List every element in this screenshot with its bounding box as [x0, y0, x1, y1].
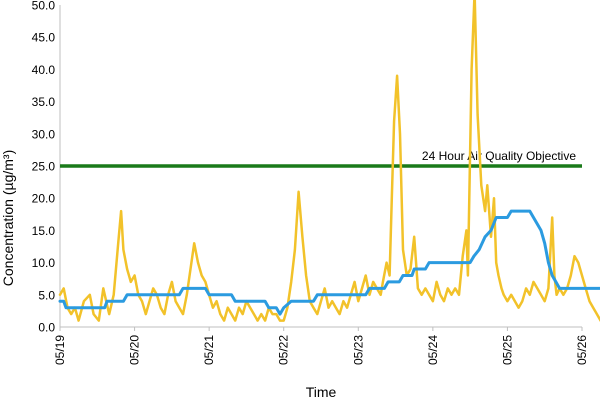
y-axis-title: Concentration (µg/m³): [0, 150, 16, 286]
y-tick-label: 20.0: [32, 192, 56, 206]
x-axis-title: Time: [306, 384, 337, 400]
y-tick-label: 45.0: [32, 31, 56, 45]
series-line-rolling-average: [58, 209, 600, 316]
series-group: [58, 0, 600, 322]
x-tick-label: 05/23: [351, 335, 365, 365]
y-axis-ticks: 0.0 5.0 10.0 15.0 20.0 25.0 30.0 35.0 40.0 45.0 50…: [32, 0, 56, 335]
x-tick-label: 05/19: [53, 335, 67, 365]
y-tick-label: 25.0: [32, 160, 56, 174]
x-tick-label: 05/21: [202, 335, 216, 365]
x-tick-label: 05/25: [500, 335, 514, 365]
y-tick-label: 15.0: [32, 224, 56, 238]
x-tick-label: 05/20: [128, 335, 142, 365]
x-tick-label: 05/24: [426, 335, 440, 365]
y-tick-label: 50.0: [32, 0, 56, 13]
objective-annotation: 24 Hour Air Quality Objective: [422, 149, 576, 163]
x-tick-label: 05/22: [277, 335, 291, 365]
y-tick-label: 10.0: [32, 256, 56, 270]
series-line-hourly: [58, 0, 600, 322]
y-tick-label: 35.0: [32, 95, 56, 109]
x-axis-ticks: 05/19 05/20 05/21 05/22 05/23 05/24 05/25 05/26: [53, 327, 589, 365]
y-tick-label: 0.0: [38, 321, 55, 335]
y-tick-label: 40.0: [32, 63, 56, 77]
x-tick-label: 05/26: [575, 335, 589, 365]
y-tick-label: 30.0: [32, 127, 56, 141]
y-tick-label: 5.0: [38, 288, 55, 302]
